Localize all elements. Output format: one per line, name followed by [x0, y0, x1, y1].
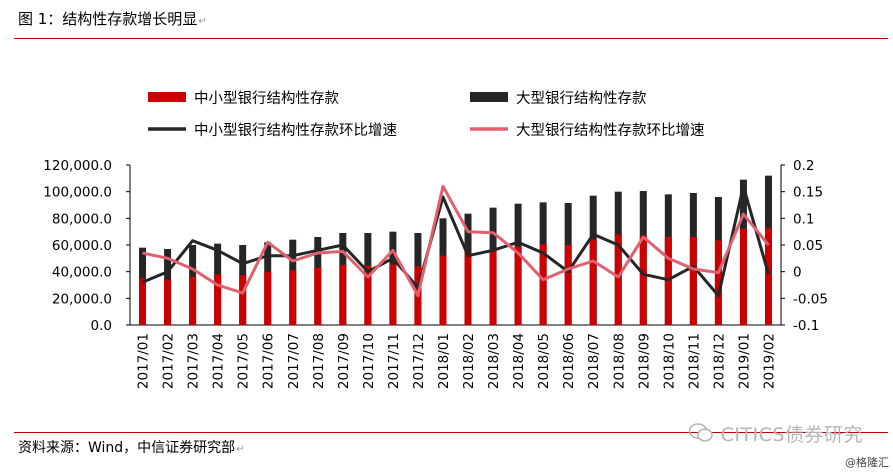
source-divider: [14, 432, 888, 433]
right-tick-label: 0.1: [793, 211, 814, 227]
bar-small-mid-bank: [339, 265, 347, 325]
bar-small-mid-bank: [289, 270, 297, 325]
legend-label: 大型银行结构性存款: [516, 90, 647, 107]
x-tick-label: 2018/01: [436, 333, 452, 389]
bar-small-mid-bank: [139, 278, 147, 325]
bar-small-mid-bank: [539, 244, 547, 325]
figure-title: 图 1：结构性存款增长明显↵: [18, 10, 207, 28]
x-tick-label: 2018/05: [536, 333, 552, 389]
x-tick-label: 2018/11: [686, 333, 702, 389]
bar-small-mid-bank: [714, 240, 722, 325]
x-tick-label: 2018/07: [586, 333, 602, 389]
x-tick-label: 2018/02: [461, 333, 477, 389]
wechat-icon: [688, 423, 721, 446]
bar-small-mid-bank: [689, 237, 697, 325]
bar-small-mid-bank: [489, 250, 497, 325]
right-tick-label: 0.05: [793, 238, 823, 254]
x-tick-label: 2017/01: [136, 333, 152, 389]
right-tick-label: -0.1: [793, 318, 819, 334]
legend-swatch: [148, 92, 186, 102]
source-text: 资料来源：Wind，中信证券研究部: [18, 440, 236, 456]
x-tick-label: 2017/10: [361, 333, 377, 389]
bar-small-mid-bank: [464, 253, 472, 325]
left-tick-label: 120,000.0: [43, 158, 112, 174]
x-tick-label: 2017/02: [161, 333, 177, 389]
x-tick-label: 2018/09: [636, 333, 652, 389]
watermark: CITICS债券研究: [688, 420, 863, 447]
x-tick-label: 2018/08: [611, 333, 627, 389]
x-tick-label: 2017/12: [411, 333, 427, 389]
line-large-growth: [142, 184, 770, 298]
bar-small-mid-bank: [439, 255, 447, 325]
left-tick-label: 100,000.0: [43, 185, 112, 201]
bar-small-mid-bank: [639, 235, 647, 325]
bar-small-mid-bank: [214, 274, 222, 325]
x-tick-label: 2017/11: [386, 333, 402, 389]
right-tick-label: 0: [793, 265, 802, 281]
figure-title-text: 图 1：结构性存款增长明显: [18, 10, 198, 28]
x-tick-label: 2017/08: [311, 333, 327, 389]
x-tick-label: 2019/02: [761, 333, 777, 389]
x-tick-label: 2018/06: [561, 333, 577, 389]
bar-small-mid-bank: [514, 246, 522, 325]
bar-small-mid-bank: [564, 245, 572, 325]
legend-label: 中小型银行结构性存款: [194, 90, 339, 107]
left-tick-label: 40,000.0: [52, 265, 112, 281]
bar-small-mid-bank: [589, 239, 597, 325]
x-tick-label: 2018/12: [711, 333, 727, 389]
x-tick-label: 2018/04: [511, 333, 527, 389]
watermark-text: CITICS债券研究: [720, 424, 863, 446]
x-tick-label: 2018/03: [486, 333, 502, 389]
source-note: 资料来源：Wind，中信证券研究部↵: [18, 440, 245, 456]
brand-label: @格隆汇: [845, 456, 889, 469]
bar-small-mid-bank: [189, 277, 197, 325]
legend-swatch: [470, 92, 508, 102]
chart: 0.0 20,000.0 40,000.0 60,000.0 80,000.0 100,0…: [43, 90, 828, 389]
x-tick-label: 2017/09: [336, 333, 352, 389]
x-tick-label: 2017/07: [286, 333, 302, 389]
bar-small-mid-bank: [364, 265, 372, 325]
bar-small-mid-bank: [314, 267, 322, 325]
legend-label: 中小型银行结构性存款环比增速: [194, 122, 397, 139]
left-tick-label: 0.0: [91, 318, 112, 334]
bar-small-mid-bank: [614, 234, 622, 325]
legend-label: 大型银行结构性存款环比增速: [516, 122, 705, 139]
bar-small-mid-bank: [764, 227, 772, 325]
title-divider: [14, 38, 888, 39]
bar-small-mid-bank: [389, 264, 397, 325]
bar-small-mid-bank: [164, 279, 172, 325]
x-tick-label: 2019/01: [736, 333, 752, 389]
x-tick-label: 2017/05: [236, 333, 252, 389]
bar-small-mid-bank: [264, 271, 272, 325]
bar-small-mid-bank: [239, 275, 247, 325]
x-tick-label: 2017/04: [211, 333, 227, 389]
left-tick-label: 80,000.0: [52, 211, 112, 227]
line-small-mid-growth: [141, 184, 770, 298]
left-tick-label: 20,000.0: [52, 291, 112, 307]
right-tick-label: -0.05: [793, 291, 828, 307]
left-tick-label: 60,000.0: [52, 238, 112, 254]
x-tick-label: 2017/06: [261, 333, 277, 389]
right-tick-label: 0.2: [793, 158, 814, 174]
right-tick-label: 0.15: [793, 185, 823, 201]
bar-small-mid-bank: [739, 229, 747, 325]
x-tick-label: 2017/03: [186, 333, 202, 389]
x-tick-label: 2018/10: [661, 333, 677, 389]
